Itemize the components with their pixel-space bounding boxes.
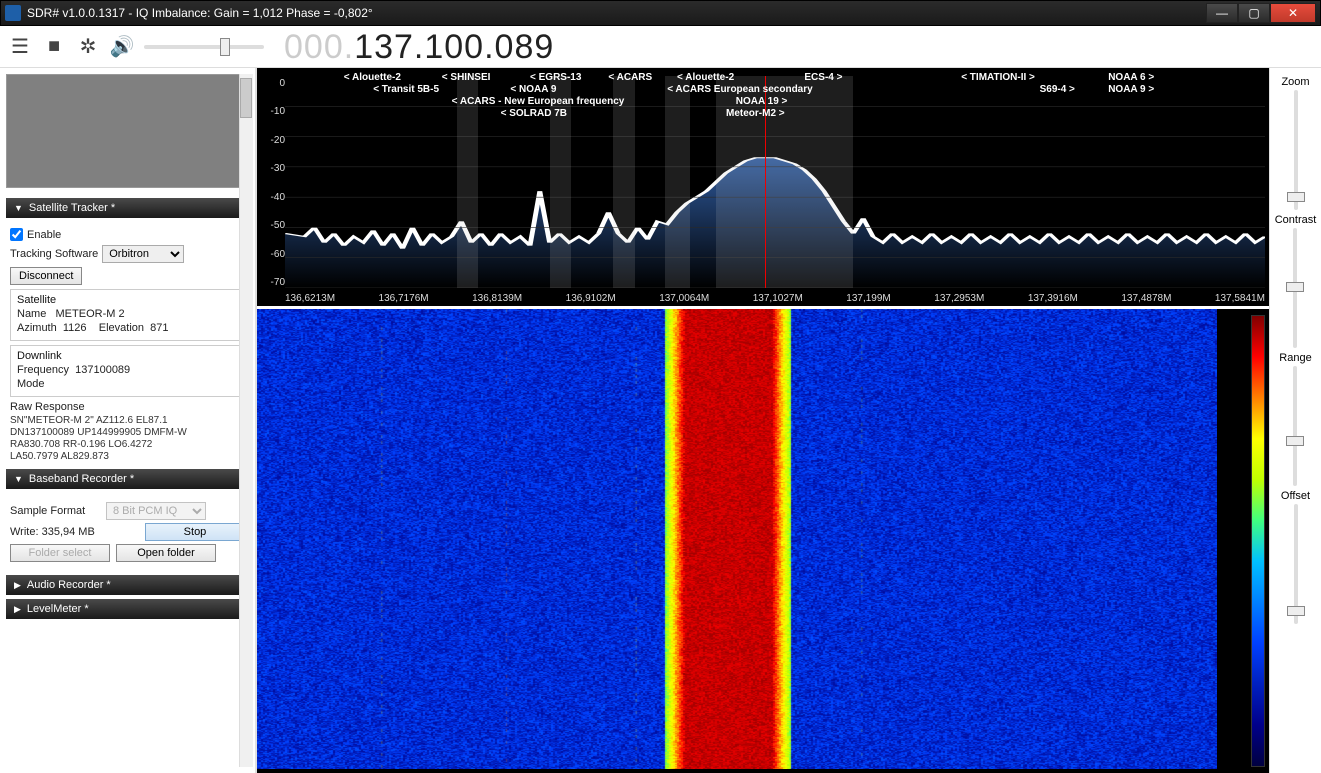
baseband-recorder-panel: Sample Format 8 Bit PCM IQ Write: 335,94… (6, 493, 249, 571)
maximize-button[interactable]: ▢ (1238, 3, 1270, 23)
app-icon (5, 5, 21, 21)
panel-title: Baseband Recorder * (29, 473, 134, 485)
volume-icon[interactable]: 🔊 (110, 35, 134, 59)
visualization-area: 0-10-20-30-40-50-60-70 < Alouette-2< SHI… (256, 68, 1269, 773)
menu-icon[interactable]: ☰ (8, 35, 32, 59)
azimuth-label: Azimuth (17, 322, 57, 334)
spectrum-y-axis: 0-10-20-30-40-50-60-70 (261, 78, 285, 288)
close-button[interactable]: ✕ (1270, 3, 1316, 23)
contrast-label: Contrast (1275, 214, 1317, 226)
folder-select-button: Folder select (10, 544, 110, 562)
raw-response-text: SN"METEOR-M 2" AZ112.6 EL87.1 DN13710008… (10, 415, 245, 459)
sidebar: ▼ Satellite Tracker * Enable Tracking Sof… (0, 68, 256, 773)
volume-slider[interactable] (144, 45, 264, 49)
panel-header-satellite-tracker[interactable]: ▼ Satellite Tracker * (6, 198, 249, 218)
frequency-display[interactable]: 000.137.100.089 (284, 27, 554, 67)
tracking-software-select[interactable]: Orbitron (102, 245, 184, 263)
panel-header-audio-recorder[interactable]: ▶ Audio Recorder * (6, 575, 249, 595)
open-folder-button[interactable]: Open folder (116, 544, 216, 562)
panel-title: Audio Recorder * (27, 579, 111, 591)
downlink-mode-label: Mode (17, 378, 45, 390)
settings-gear-icon[interactable]: ✲ (76, 35, 100, 59)
frequency-leading-zeros: 000. (284, 28, 354, 66)
panel-header-baseband-recorder[interactable]: ▼ Baseband Recorder * (6, 469, 249, 489)
expand-icon: ▶ (14, 604, 21, 615)
expand-icon: ▶ (14, 580, 21, 591)
raw-response-label: Raw Response (10, 401, 245, 413)
panel-header-level-meter[interactable]: ▶ LevelMeter * (6, 599, 249, 619)
waterfall-colorbar (1251, 315, 1265, 767)
elevation-label: Elevation (99, 322, 144, 334)
sample-format-label: Sample Format (10, 505, 100, 517)
waterfall-panel[interactable] (257, 306, 1269, 773)
collapse-icon: ▼ (14, 203, 23, 213)
panel-title: Satellite Tracker * (29, 202, 115, 214)
azimuth-value: 1126 (63, 322, 87, 334)
satellite-tracker-panel: Enable Tracking Software Orbitron Discon… (6, 222, 249, 465)
enable-checkbox[interactable] (10, 228, 23, 241)
satellite-fieldset: Satellite Name METEOR-M 2 Azimuth 1126 E… (10, 289, 245, 341)
frequency-value: 137.100.089 (354, 28, 554, 66)
sample-format-select: 8 Bit PCM IQ (106, 502, 206, 520)
downlink-freq-label: Frequency (17, 364, 69, 376)
window-title: SDR# v1.0.0.1317 - IQ Imbalance: Gain = … (27, 6, 1206, 20)
downlink-freq-value: 137100089 (75, 364, 130, 376)
stop-icon[interactable]: ■ (42, 35, 66, 59)
toolbar: ☰ ■ ✲ 🔊 000.137.100.089 (0, 26, 1321, 68)
write-label: Write: 335,94 MB (10, 526, 95, 538)
stop-button[interactable]: Stop (145, 523, 245, 541)
source-preview (6, 74, 249, 188)
offset-slider[interactable] (1294, 504, 1298, 624)
contrast-slider[interactable] (1293, 228, 1297, 348)
panel-title: LevelMeter * (27, 603, 89, 615)
range-label: Range (1279, 352, 1311, 364)
titlebar: SDR# v1.0.0.1317 - IQ Imbalance: Gain = … (0, 0, 1321, 26)
zoom-slider[interactable] (1294, 90, 1298, 210)
downlink-fieldset: Downlink Frequency 137100089 Mode (10, 345, 245, 397)
zoom-label: Zoom (1281, 76, 1309, 88)
sidebar-scrollbar[interactable] (239, 74, 253, 767)
tracking-software-label: Tracking Software (10, 248, 98, 260)
minimize-button[interactable]: — (1206, 3, 1238, 23)
offset-label: Offset (1281, 490, 1310, 502)
waterfall-canvas[interactable] (257, 309, 1217, 769)
spectrum-x-axis: 136,6213M136,7176M136,8139M136,9102M137,… (285, 293, 1265, 304)
elevation-value: 871 (150, 322, 168, 334)
range-slider[interactable] (1293, 366, 1297, 486)
sat-name-label: Name (17, 308, 46, 320)
right-slider-bar: Zoom Contrast Range Offset (1269, 68, 1321, 773)
satellite-legend: Satellite (17, 294, 238, 306)
spectrum-panel[interactable]: 0-10-20-30-40-50-60-70 < Alouette-2< SHI… (257, 68, 1269, 306)
enable-label: Enable (27, 229, 61, 241)
sat-name-value: METEOR-M 2 (56, 308, 125, 320)
collapse-icon: ▼ (14, 474, 23, 484)
downlink-legend: Downlink (17, 350, 238, 362)
disconnect-button[interactable]: Disconnect (10, 267, 82, 285)
